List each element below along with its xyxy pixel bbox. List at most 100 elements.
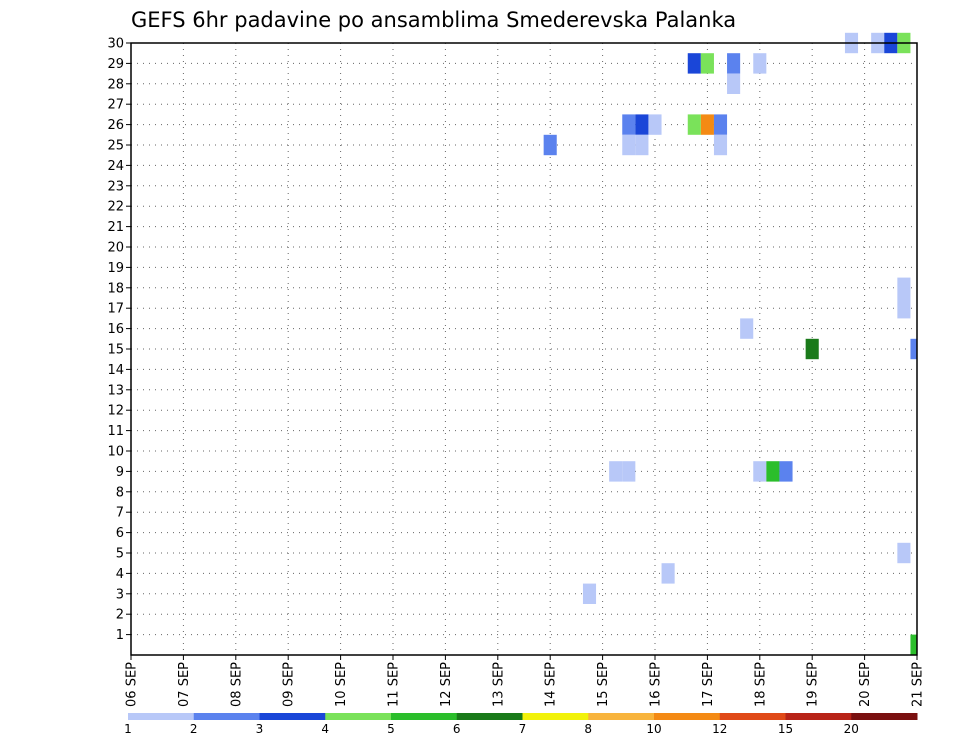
precip-cell (779, 461, 793, 482)
x-tick-label: 07 SEP (177, 662, 192, 707)
legend-label: 7 (519, 722, 527, 736)
color-legend: 1 2 3 4 5 6 7 8 10 12 15 20 (124, 713, 918, 736)
y-tick-label: 10 (107, 445, 124, 460)
precip-cell (897, 542, 911, 564)
legend-swatch (785, 713, 852, 720)
legend-swatch (851, 713, 918, 720)
precip-cell (897, 277, 911, 298)
precip-cell (582, 583, 597, 604)
x-tick-label: 11 SEP (387, 662, 402, 707)
legend-swatch (259, 713, 326, 720)
legend-label: 15 (778, 722, 793, 736)
x-tick-label: 10 SEP (334, 662, 349, 707)
y-tick-label: 21 (107, 220, 124, 235)
legend-label: 6 (453, 722, 461, 736)
legend-label: 3 (256, 722, 264, 736)
x-tick-label: 13 SEP (491, 662, 506, 707)
y-tick-label: 13 (107, 383, 124, 398)
precip-cell (753, 53, 767, 74)
x-tick-label: 21 SEP (911, 662, 926, 707)
x-tick-label: 09 SEP (282, 662, 297, 707)
y-tick-label: 3 (116, 587, 124, 602)
y-tick-label: 12 (107, 404, 124, 419)
legend-swatch (325, 713, 392, 720)
legend-swatch (719, 713, 786, 720)
legend-swatch (588, 713, 655, 720)
x-tick-label: 19 SEP (806, 662, 821, 707)
plot-area (131, 43, 917, 655)
y-tick-label: 14 (107, 363, 124, 378)
precip-cell (713, 114, 728, 135)
precip-cell (635, 134, 649, 156)
y-tick-label: 24 (107, 159, 124, 174)
precip-cell (687, 53, 701, 74)
precip-cell (543, 134, 557, 156)
chart-title: GEFS 6hr padavine po ansamblima Smederev… (131, 8, 736, 32)
y-tick-label: 29 (107, 57, 124, 72)
y-tick-label: 30 (107, 37, 124, 52)
y-tick-label: 27 (107, 98, 124, 113)
x-tick-label: 20 SEP (858, 662, 873, 707)
x-tick-label: 18 SEP (753, 662, 768, 707)
legend-swatch (391, 713, 458, 720)
y-axis: 1234567891011121314151617181920212223242… (107, 37, 131, 643)
grid (131, 42, 917, 655)
precip-cell (713, 134, 728, 156)
x-tick-label: 08 SEP (229, 662, 244, 707)
y-tick-label: 26 (107, 118, 124, 133)
legend-label: 5 (387, 722, 395, 736)
precip-cell (753, 461, 767, 482)
legend-label: 1 (124, 722, 132, 736)
precip-cell (766, 461, 780, 482)
precip-cell (910, 634, 917, 655)
y-tick-label: 28 (107, 77, 124, 92)
y-tick-label: 23 (107, 179, 124, 194)
y-tick-label: 11 (107, 424, 124, 439)
precip-cell (700, 114, 714, 135)
precip-cell (910, 338, 917, 360)
y-tick-label: 19 (107, 261, 124, 276)
y-tick-label: 2 (116, 608, 124, 623)
precip-cell (622, 134, 636, 156)
x-tick-label: 16 SEP (649, 662, 664, 707)
y-tick-label: 18 (107, 281, 124, 296)
x-tick-label: 17 SEP (701, 662, 716, 707)
y-tick-label: 1 (116, 628, 124, 643)
y-tick-label: 17 (107, 302, 124, 317)
legend-swatch (456, 713, 523, 720)
legend-swatch (522, 713, 589, 720)
legend-swatch (193, 713, 260, 720)
y-tick-label: 22 (107, 200, 124, 215)
x-tick-label: 14 SEP (544, 662, 559, 707)
y-tick-label: 8 (116, 485, 124, 500)
legend-label: 20 (844, 722, 859, 736)
legend-swatch (128, 713, 195, 720)
y-tick-label: 6 (116, 526, 124, 541)
precip-cell (635, 114, 649, 135)
precipitation-cells (543, 32, 917, 655)
y-tick-label: 20 (107, 241, 124, 256)
y-tick-label: 5 (116, 547, 124, 562)
precip-cell (700, 53, 714, 74)
precip-cell (648, 114, 662, 135)
y-tick-label: 25 (107, 139, 124, 154)
y-tick-label: 15 (107, 343, 124, 358)
x-tick-label: 12 SEP (439, 662, 454, 707)
precip-cell (609, 461, 623, 482)
y-tick-label: 16 (107, 322, 124, 337)
precip-cell (727, 73, 741, 94)
precip-cell (622, 114, 636, 135)
precip-cell (661, 563, 675, 584)
precip-cell (727, 53, 741, 74)
y-tick-label: 7 (116, 506, 124, 521)
legend-label: 10 (646, 722, 661, 736)
precip-cell (622, 461, 636, 482)
precip-cell (897, 298, 911, 319)
y-tick-label: 9 (116, 465, 124, 480)
legend-label: 8 (584, 722, 592, 736)
legend-label: 4 (321, 722, 329, 736)
legend-label: 2 (190, 722, 198, 736)
precip-cell (805, 338, 819, 360)
precip-cell (740, 318, 754, 339)
